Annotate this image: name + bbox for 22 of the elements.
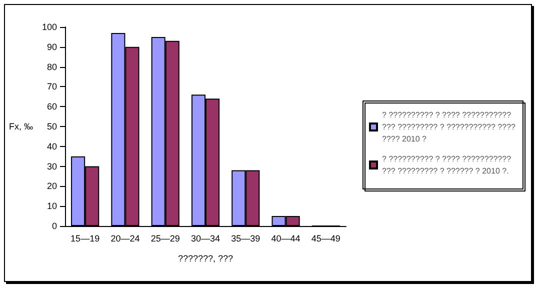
- y-axis-title: Fx, ‰: [9, 122, 33, 132]
- y-tick-label: 40: [46, 141, 57, 152]
- x-tick-label: 25—29: [150, 234, 180, 244]
- y-tick-label: 60: [46, 102, 57, 112]
- legend-label: ? ?????????? ? ???? ??????????? ??? ????????? ? ?????? ? 2010 ?.: [382, 154, 514, 176]
- x-axis-title: ???????, ???: [178, 254, 234, 264]
- y-tick-label: 70: [46, 82, 57, 92]
- legend-label: ? ?????????? ? ???? ??????????? ??? ????????? ? ??????????? ???????? 2010 ?: [382, 110, 516, 144]
- x-tick-label: 45—49: [311, 234, 340, 244]
- x-tick-label: 15—19: [70, 234, 100, 244]
- y-tick-label: 10: [46, 201, 57, 212]
- y-tick-label: 90: [46, 42, 57, 52]
- y-tick-label: 100: [42, 22, 57, 32]
- x-tick-label: 35—39: [231, 234, 260, 244]
- y-tick-label: 0: [52, 221, 57, 231]
- x-tick-label: 40—44: [271, 234, 300, 244]
- x-tick-label: 30—34: [190, 234, 220, 244]
- y-tick-label: 30: [46, 161, 57, 172]
- y-tick-label: 80: [46, 62, 57, 72]
- y-tick-label: 50: [46, 122, 57, 132]
- x-tick-label: 20—24: [110, 234, 140, 244]
- y-tick-label: 20: [46, 181, 57, 192]
